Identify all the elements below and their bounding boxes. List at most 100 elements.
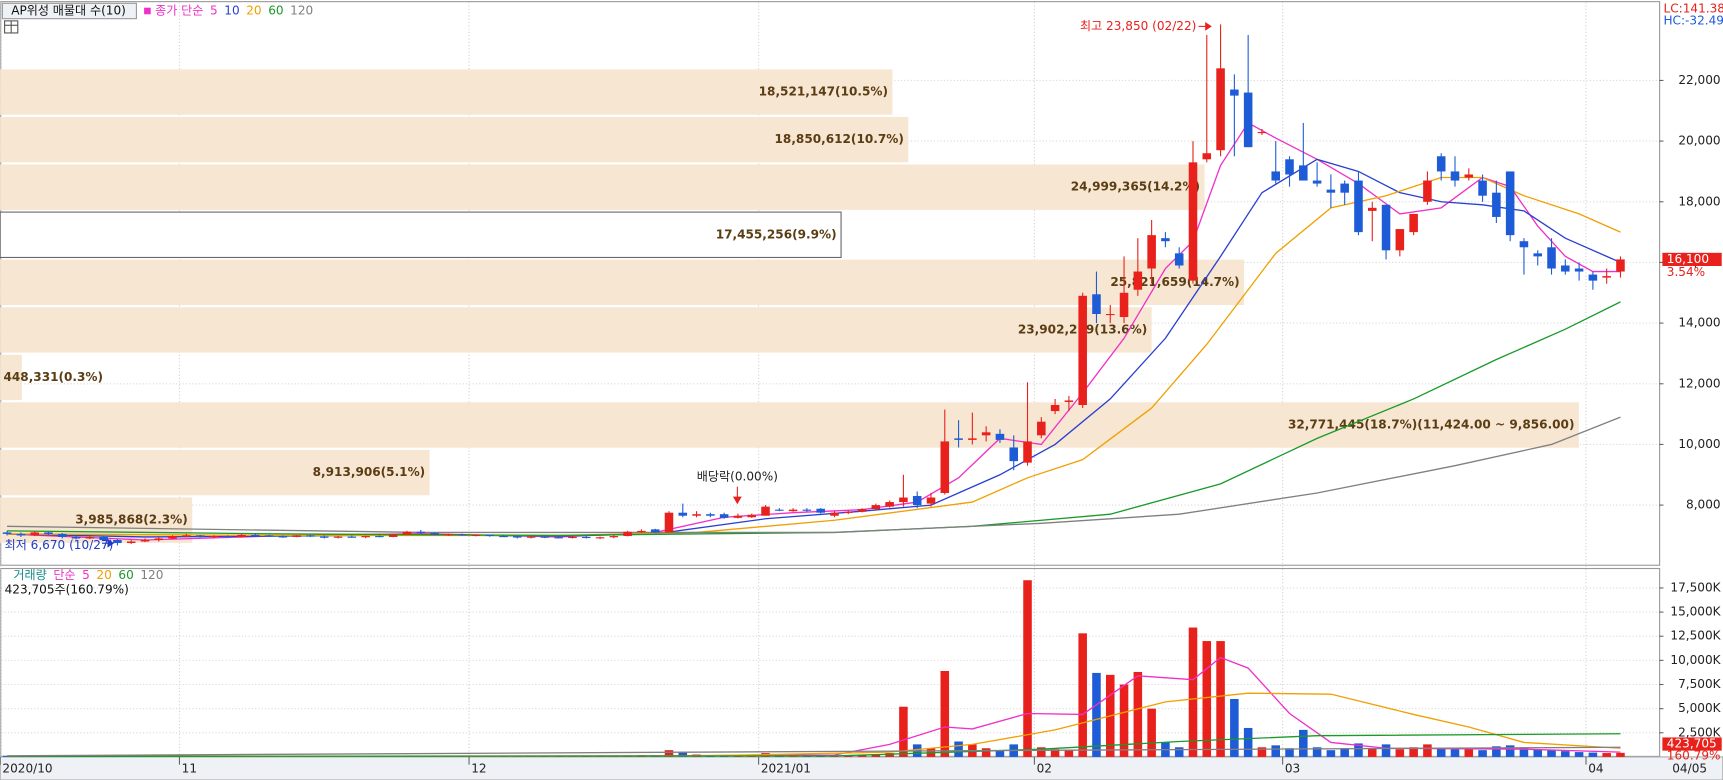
volume-bar	[1174, 747, 1184, 757]
candle-body	[1381, 204, 1391, 251]
volume-bar	[1271, 745, 1281, 757]
candle-body	[1312, 180, 1322, 184]
candle-body	[402, 531, 412, 535]
volume-bar	[899, 706, 908, 757]
candle-body	[1464, 174, 1474, 178]
volume-bar	[885, 753, 894, 757]
candle-body	[471, 534, 481, 536]
candle-body	[1547, 247, 1556, 269]
candle-body	[706, 514, 715, 516]
volume-bar	[1147, 708, 1156, 757]
candle-body	[1037, 421, 1046, 436]
volume-bar	[1050, 749, 1060, 757]
volume-bar	[981, 748, 991, 757]
volume-profile-label: 32,771,445(18.7%)(11,424.00 ~ 9,856.00)	[1288, 418, 1575, 432]
candle-body	[209, 536, 219, 538]
candle-body	[1161, 238, 1170, 242]
y-tick-label: 7,500K	[1678, 677, 1722, 691]
low-annotation: 최저 6,670 (10/27)	[5, 538, 114, 552]
candle-body	[1092, 294, 1101, 315]
volume-profile-label: 24,999,365(14.2%)	[1071, 180, 1200, 194]
candle-body	[1367, 207, 1377, 211]
volume-bar	[1119, 684, 1129, 757]
candle-body	[1478, 180, 1487, 196]
candle-body	[1188, 162, 1198, 281]
volume-bar	[940, 670, 950, 757]
candle-body	[747, 514, 757, 518]
volume-bar	[1285, 748, 1294, 757]
volume-bar	[1423, 744, 1432, 757]
candle-body	[968, 438, 977, 440]
candle-body	[733, 515, 743, 518]
x-tick-label: 2021/01	[761, 762, 811, 776]
y-tick-label: 12,500K	[1670, 629, 1721, 643]
y-tick-label: 15,000K	[1670, 605, 1721, 619]
candle-body	[264, 535, 274, 537]
candle-body	[637, 530, 646, 532]
candle-body	[99, 536, 108, 540]
candle-body	[1202, 153, 1212, 160]
volume-profile-label: 17,455,256(9.9%)	[716, 227, 837, 241]
last-date-label: 04/05	[1672, 762, 1707, 776]
volume-bar	[843, 755, 853, 757]
x-axis-band	[0, 756, 1723, 780]
candle-body	[912, 496, 922, 506]
volume-bar	[1312, 747, 1322, 757]
legend-entry: 5	[82, 568, 90, 582]
candle-body	[1243, 92, 1253, 148]
volume-bar	[1602, 753, 1611, 757]
candle-body	[85, 536, 95, 539]
legend-entry: 20	[246, 3, 261, 17]
price-tag	[1662, 252, 1722, 266]
candle-body	[182, 535, 191, 537]
candle-body	[140, 539, 150, 542]
candle-body	[1409, 213, 1418, 233]
candle-body	[692, 514, 701, 516]
candle-body	[1423, 180, 1432, 202]
candle-body	[361, 536, 370, 538]
candle-body	[678, 512, 688, 516]
y-tick-label: 18,000	[1678, 194, 1720, 208]
volume-bar	[1092, 672, 1101, 757]
volume-profile-bar	[0, 307, 1152, 353]
legend-entry: 120	[140, 568, 163, 582]
candle-body	[581, 536, 591, 539]
x-tick-label: 03	[1285, 762, 1300, 776]
candle-body	[871, 505, 881, 510]
hc-label: HC:-32.49	[1663, 13, 1723, 27]
candle-body	[1492, 192, 1501, 217]
candle-body	[1533, 253, 1543, 257]
volume-tag-label: 423,705	[1667, 737, 1717, 751]
candle-body	[444, 534, 453, 536]
volume-bar	[1326, 750, 1336, 757]
candle-body	[899, 497, 908, 503]
volume-bar	[1064, 750, 1074, 757]
candle-body	[1395, 229, 1405, 251]
legend-entry: 거래량	[13, 568, 46, 582]
legend-entry: 60	[118, 568, 133, 582]
candle-body	[1574, 268, 1584, 272]
candle-body	[416, 531, 426, 534]
candle-body	[595, 537, 605, 539]
candle-body	[609, 536, 619, 538]
chart-title: AP위성 매물대 수(10)	[11, 3, 126, 17]
x-tick-label: 2020/10	[2, 762, 52, 776]
candle-body	[1133, 271, 1143, 290]
volume-profile-bar	[0, 69, 893, 115]
x-tick-label: 02	[1037, 762, 1052, 776]
candle-body	[278, 536, 288, 538]
volume-bar	[1216, 641, 1225, 757]
volume-bar	[664, 750, 674, 757]
x-tick-label: 11	[182, 762, 197, 776]
volume-profile-bar	[0, 211, 842, 259]
candle-body	[761, 506, 770, 516]
candle-body	[1299, 165, 1308, 181]
event-arrow	[732, 496, 742, 505]
legend-swatch	[144, 7, 151, 15]
candle-body	[568, 536, 577, 539]
candle-body	[223, 536, 233, 538]
volume-profile-bar	[0, 354, 22, 401]
